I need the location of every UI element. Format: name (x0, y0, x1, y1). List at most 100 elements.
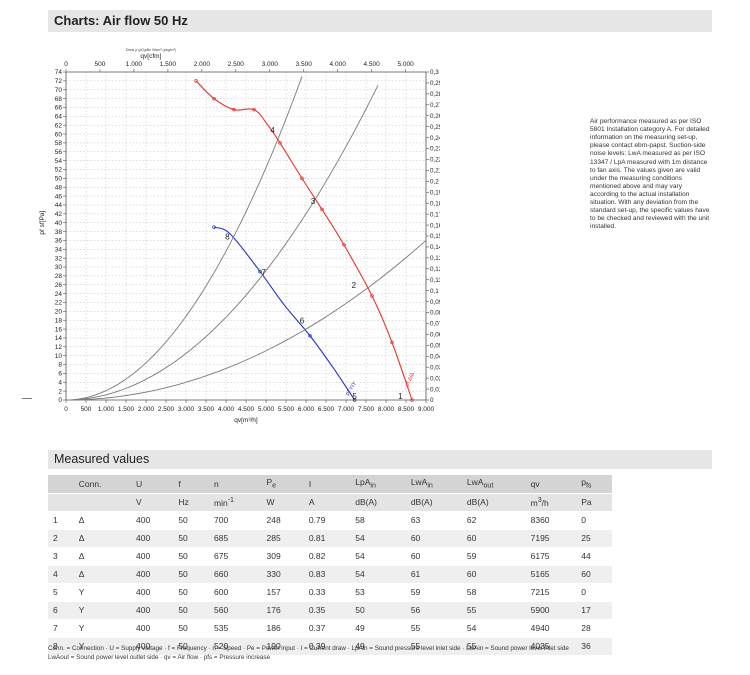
table-cell: 330 (261, 565, 304, 584)
table-cell: 400 (130, 511, 174, 530)
x-tick-label: 4.500 (238, 406, 255, 413)
table-cell: 6 (48, 601, 74, 620)
x-tick-label: 7.000 (338, 406, 355, 413)
data-point (370, 294, 374, 298)
table-cell: 2 (48, 529, 74, 548)
y-tick-label: 46 (55, 193, 63, 200)
x-tick-label: 4.000 (218, 406, 235, 413)
y2-tick-label: 0,24 (430, 135, 440, 142)
table-cell: 535 (209, 619, 262, 638)
table-cell: 0.37 (303, 619, 351, 638)
x-tick-label: 8.500 (398, 406, 415, 413)
y2-tick-label: 0,22 (430, 157, 440, 164)
table-cell: 50 (173, 601, 209, 620)
y2-tick-label: 0,27 (430, 102, 440, 109)
y2-tick-label: 0,17 (430, 211, 440, 218)
y2-tick-label: 0,28 (430, 91, 440, 98)
x-tick-label: 7.500 (358, 406, 375, 413)
x2-tick-label: 5.000 (397, 61, 414, 68)
y-tick-label: 20 (55, 309, 63, 316)
measurement-note: Air performance measured as per ISO 5801… (590, 118, 710, 231)
y-tick-label: 56 (55, 149, 63, 156)
y-tick-label: 44 (55, 202, 63, 209)
table-cell: 60 (461, 529, 526, 548)
unit-i: A (303, 493, 351, 512)
header-lwaout: LwAout (461, 475, 526, 494)
table-cell: 50 (173, 547, 209, 566)
table-cell: Y (73, 601, 131, 620)
series-line-pf-i- (213, 226, 356, 401)
unit-conn (73, 493, 131, 512)
x-tick-label: 2.500 (158, 406, 175, 413)
table-cell: 675 (209, 547, 262, 566)
y-tick-label: 38 (55, 229, 63, 236)
y-tick-label: 32 (55, 255, 63, 262)
table-cell: 55 (461, 637, 526, 656)
table-cell: Δ (73, 529, 131, 548)
table-cell: Δ (73, 547, 131, 566)
x-tick-label: 2.000 (138, 406, 155, 413)
x2-tick-label: 1.500 (160, 61, 177, 68)
data-point (212, 96, 216, 101)
data-point (212, 225, 216, 229)
table-row: 4 Δ 400 50 660 330 0.83 54 61 60 5165 60 (48, 565, 612, 584)
table-cell: Δ (73, 511, 131, 530)
table-cell: 0.35 (303, 601, 351, 620)
table-cell: 55 (405, 619, 462, 638)
y-tick-label: 24 (55, 291, 63, 298)
y-tick-label: 62 (55, 122, 63, 129)
table-row: 2 Δ 400 50 685 285 0.81 54 60 60 7195 25 (48, 529, 612, 548)
x2-tick-label: 3.000 (262, 61, 279, 68)
y2-tick-label: 0,07 (430, 321, 440, 328)
legend-line-2: LwAout = Sound power level outlet side ·… (48, 654, 271, 662)
y2-tick-label: 0,14 (430, 244, 440, 251)
y2-tick-label: 0,02 (430, 375, 440, 382)
x2-tick-label: 4.000 (330, 61, 347, 68)
unit-u: V (130, 493, 174, 512)
table-cell: 0 (576, 583, 612, 602)
y-tick-label: 72 (55, 78, 63, 85)
y-tick-label: 10 (55, 353, 63, 360)
y-tick-label: 26 (55, 282, 63, 289)
x2-tick-label: 2.500 (228, 61, 245, 68)
table-cell: 4 (48, 565, 74, 584)
y2-tick-label: 0,25 (430, 124, 440, 131)
table-cell: 54 (350, 565, 406, 584)
unit-f: Hz (173, 493, 209, 512)
table-cell: 54 (461, 619, 526, 638)
y-tick-label: 22 (55, 300, 63, 307)
y2-tick-label: 0,04 (430, 353, 440, 360)
chart-series (65, 76, 427, 402)
x-tick-label: 0 (64, 406, 68, 413)
table-cell: 400 (130, 547, 174, 566)
series-label-red: pf ΔIΔ (404, 371, 416, 387)
table-cell: 400 (130, 565, 174, 584)
table-cell: 1 (48, 511, 74, 530)
operating-point-label: 6 (300, 317, 305, 326)
operating-point-label: 1 (398, 392, 403, 401)
y-tick-label: 0 (58, 397, 62, 404)
table-cell: 0.83 (303, 565, 351, 584)
data-point (252, 107, 256, 112)
y-tick-label: 70 (55, 87, 63, 94)
y2-tick-label: 0,12 (430, 266, 440, 273)
y-tick-label: 30 (55, 264, 63, 271)
table-cell: 50 (173, 583, 209, 602)
data-point (300, 176, 304, 181)
unit-lwain: dB(A) (405, 493, 462, 512)
table-cell: 186 (261, 619, 304, 638)
table-cell: 400 (130, 583, 174, 602)
table-legend: Conn. = Connection · U = Supply voltage … (48, 644, 569, 662)
y-tick-label: 18 (55, 317, 63, 324)
series-line-system-2 (65, 85, 379, 401)
y2-tick-label: 0,29 (430, 80, 440, 87)
y2-tick-label: 0,1 (430, 288, 439, 295)
table-cell: 8360 (525, 511, 577, 530)
y2-tick-label: 0,15 (430, 233, 440, 240)
y2-tick-label: 0,21 (430, 168, 440, 175)
table-cell: 4035 (525, 637, 577, 656)
operating-point-label: 2 (352, 281, 357, 290)
y2-tick-label: 0,16 (430, 222, 440, 229)
table-cell: 0.79 (303, 511, 351, 530)
table-units-row: V Hz min-1 W A dB(A) dB(A) dB(A) m3/h Pa (48, 493, 612, 512)
